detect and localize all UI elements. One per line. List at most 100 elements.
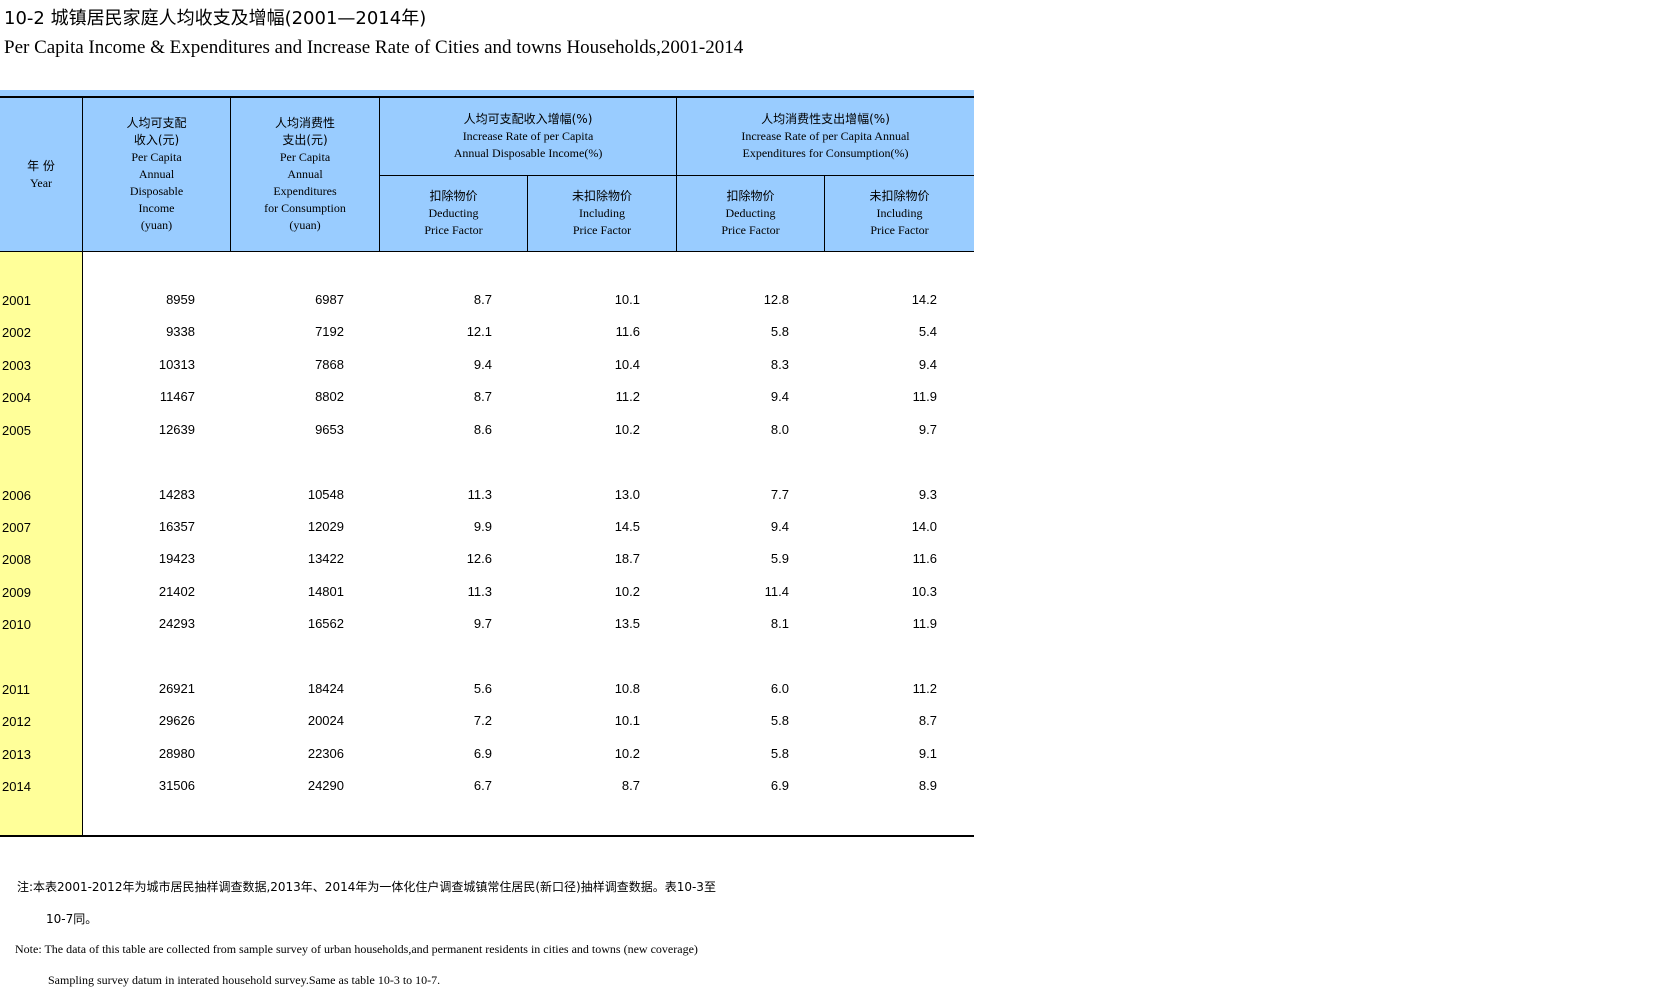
header-expend-cn-2: 支出(元) [282, 133, 328, 147]
table-cell: 13.5 [614, 616, 640, 631]
header-income-deduct-en-1: Deducting [428, 206, 479, 220]
year-cell: 2008 [2, 552, 31, 567]
table-cell: 16357 [158, 519, 195, 534]
header-income-cn-2: 收入(元) [133, 133, 180, 147]
table-cell: 10.1 [614, 713, 640, 728]
header-expend-rate-cn: 人均消费性支出增幅(%) [761, 112, 890, 126]
table-cell: 11.9 [912, 389, 937, 404]
note-english-line-1: Note: The data of this table are collect… [15, 942, 698, 956]
table-cell: 11.6 [615, 324, 640, 339]
table-cell: 5.8 [770, 746, 789, 761]
header-expend-include-en-1: Including [876, 206, 923, 220]
table-cell: 7192 [315, 324, 344, 339]
table-cell: 10.8 [614, 681, 640, 696]
header-divider-1 [230, 98, 231, 252]
header-expend-en-3: Expenditures [273, 184, 337, 198]
note-chinese-line-2: 10-7同。 [46, 912, 98, 926]
header-year-en: Year [29, 175, 53, 190]
table-cell: 11.4 [764, 584, 789, 599]
header-income-include-en-1: Including [579, 206, 625, 220]
year-cell: 2005 [2, 423, 31, 438]
table-cell: 8.7 [918, 713, 937, 728]
table-cell: 10548 [307, 487, 344, 502]
table-cell: 10.2 [614, 746, 640, 761]
table-cell: 20024 [307, 713, 344, 728]
header-expend-rate-en-1: Increase Rate of per Capita Annual [741, 129, 910, 143]
year-cell: 2013 [2, 747, 31, 762]
year-cell: 2003 [2, 358, 31, 373]
table-cell: 31506 [158, 778, 195, 793]
table-cell: 18.7 [614, 551, 640, 566]
header-income-deduct-en-2: Price Factor [424, 223, 483, 237]
table-cell: 14.2 [911, 292, 937, 307]
table-cell: 7868 [315, 357, 344, 372]
table-cell: 9653 [315, 422, 344, 437]
table-cell: 6987 [315, 292, 344, 307]
header-expend-rate: 人均消费性支出增幅(%) Increase Rate of per Capita… [677, 98, 974, 175]
header-income-including: 未扣除物价 Including Price Factor [528, 176, 676, 251]
table-cell: 9.4 [770, 519, 789, 534]
table-cell: 9.4 [918, 357, 937, 372]
table-cell: 9.7 [473, 616, 492, 631]
header-expend-en-4: for Consumption [264, 201, 346, 215]
table-cell: 5.8 [770, 324, 789, 339]
table-cell: 8959 [166, 292, 195, 307]
table-cell: 13422 [307, 551, 344, 566]
table-title-chinese: 10-2 城镇居民家庭人均收支及增幅(2001—2014年) [4, 8, 427, 29]
table-cell: 13.0 [614, 487, 640, 502]
table-cell: 14801 [307, 584, 344, 599]
year-column [0, 252, 82, 835]
table-cell: 12639 [158, 422, 195, 437]
table-cell: 18424 [307, 681, 344, 696]
table-cell: 7.7 [770, 487, 789, 502]
table-cell: 10313 [158, 357, 195, 372]
table-cell: 11.3 [467, 584, 492, 599]
table-cell: 8.0 [770, 422, 789, 437]
year-cell: 2011 [2, 682, 30, 697]
year-cell: 2007 [2, 520, 31, 535]
header-income-rate-en-1: Increase Rate of per Capita [462, 129, 594, 143]
header-expenditure: 人均消费性 支出(元) Per Capita Annual Expenditur… [231, 98, 379, 251]
table-cell: 9.1 [918, 746, 937, 761]
table-cell: 12.1 [466, 324, 492, 339]
header-expend-deducting: 扣除物价 Deducting Price Factor [677, 176, 824, 251]
table-cell: 8.3 [770, 357, 789, 372]
header-income-rate: 人均可支配收入增幅(%) Increase Rate of per Capita… [380, 98, 676, 175]
header-income-en-5: (yuan) [140, 218, 173, 232]
table-cell: 10.3 [911, 584, 937, 599]
header-expend-deduct-en-1: Deducting [725, 206, 776, 220]
header-expend-rate-en-2: Expenditures for Consumption(%) [742, 146, 909, 160]
table-cell: 9.4 [770, 389, 789, 404]
table-cell: 11.2 [615, 389, 640, 404]
table-cell: 11467 [159, 389, 195, 404]
table-cell: 8.6 [473, 422, 492, 437]
table-cell: 12.6 [466, 551, 492, 566]
header-top-border [0, 96, 974, 98]
header-income-rate-cn: 人均可支配收入增幅(%) [463, 112, 593, 126]
header-income-en-1: Per Capita [131, 150, 182, 164]
table-cell: 11.6 [912, 551, 937, 566]
header-divider-2 [379, 98, 380, 252]
header-divider-3 [527, 176, 528, 252]
table-cell: 8.9 [918, 778, 937, 793]
header-income-deducting: 扣除物价 Deducting Price Factor [380, 176, 527, 251]
table-cell: 29626 [158, 713, 195, 728]
table-cell: 8802 [315, 389, 344, 404]
table-cell: 28980 [158, 746, 195, 761]
year-cell: 2004 [2, 390, 31, 405]
header-income-include-en-2: Price Factor [572, 223, 632, 237]
table-cell: 11.3 [467, 487, 492, 502]
table-cell: 8.7 [473, 292, 492, 307]
header-income-en-4: Income [138, 201, 175, 215]
table-cell: 5.4 [918, 324, 937, 339]
header-expend-deduct-cn: 扣除物价 [726, 189, 775, 203]
table-cell: 8.7 [621, 778, 640, 793]
table-cell: 16562 [307, 616, 344, 631]
table-cell: 14283 [158, 487, 195, 502]
header-income-rate-en-2: Annual Disposable Income(%) [453, 146, 603, 160]
table-cell: 11.9 [912, 616, 937, 631]
table-cell: 26921 [158, 681, 195, 696]
year-cell: 2014 [2, 779, 31, 794]
year-cell: 2002 [2, 325, 31, 340]
table-cell: 22306 [307, 746, 344, 761]
